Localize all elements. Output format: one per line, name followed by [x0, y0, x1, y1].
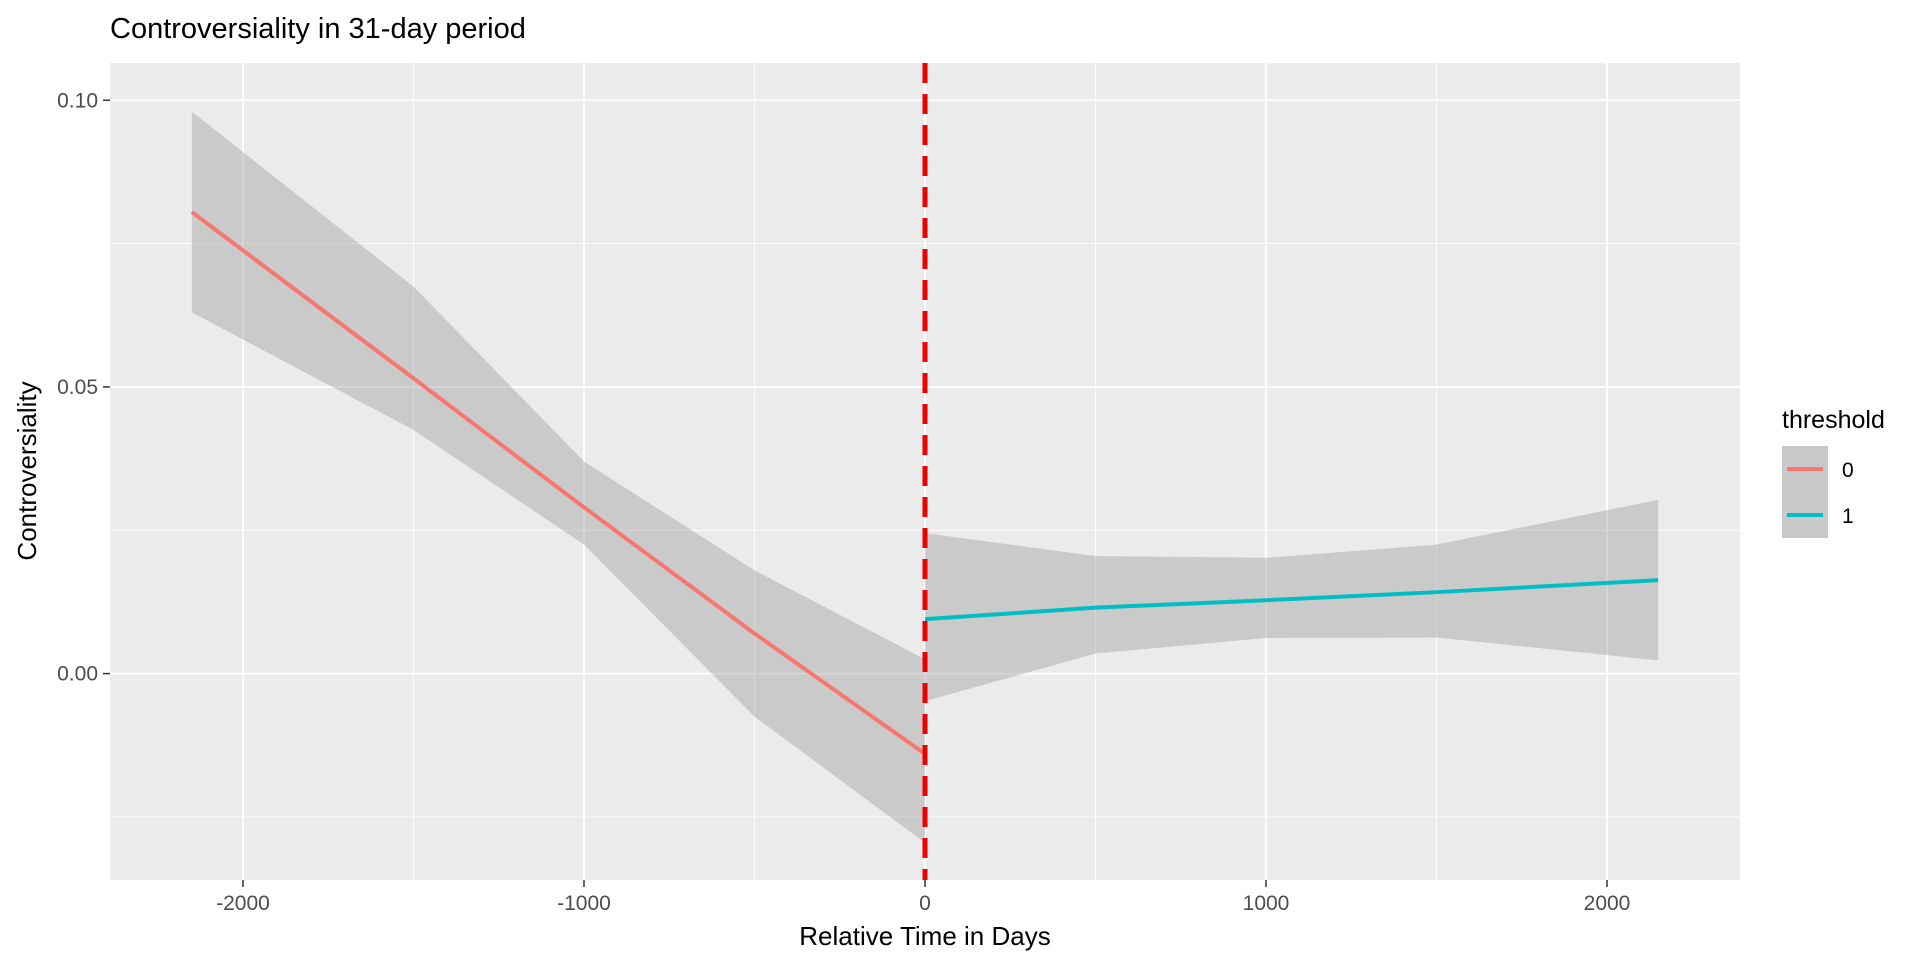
legend-keys: 01	[1782, 446, 1854, 538]
legend-entry-label: 0	[1842, 459, 1854, 482]
y-axis-label: Controversiality	[12, 381, 42, 560]
x-tick-label: 0	[919, 892, 931, 915]
line-series-1	[924, 578, 1659, 622]
y-axis: 0.00 0.05 0.10	[57, 89, 110, 686]
x-tick-label: -1000	[557, 892, 611, 915]
x-axis: -2000 -1000 0 1000 2000	[216, 880, 1630, 915]
legend: threshold 01	[1782, 406, 1885, 538]
legend-entry-label: 1	[1842, 505, 1854, 528]
ci-ribbon-series-0	[191, 111, 925, 843]
legend-title: threshold	[1782, 406, 1885, 434]
y-tick-label: 0.05	[57, 376, 98, 399]
x-tick-label: -2000	[216, 892, 270, 915]
chart-title: Controversiality in 31-day period	[110, 13, 526, 45]
y-tick-label: 0.00	[57, 663, 98, 686]
plot-area	[110, 63, 1740, 880]
x-tick-label: 1000	[1243, 892, 1290, 915]
series-lines	[190, 210, 1659, 756]
x-tick-label: 2000	[1584, 892, 1631, 915]
line-series-0	[190, 210, 927, 756]
x-axis-label: Relative Time in Days	[799, 921, 1050, 951]
y-tick-label: 0.10	[57, 89, 98, 112]
